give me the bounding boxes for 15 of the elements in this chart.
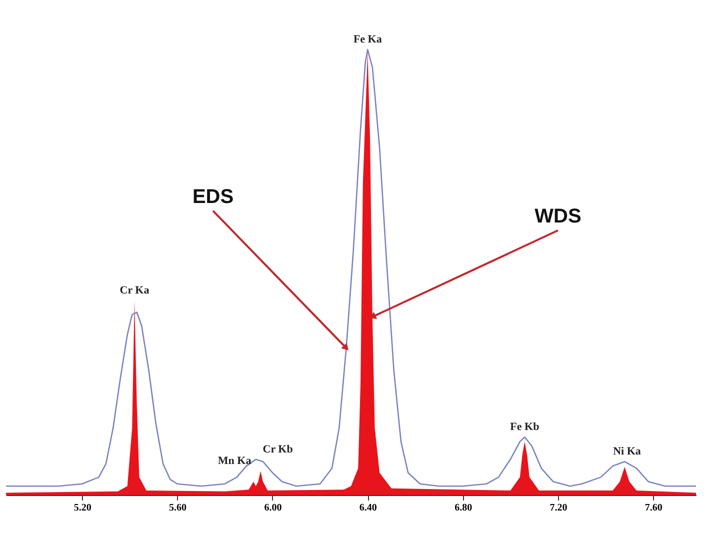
x-tick-label: 6.80 bbox=[454, 502, 472, 514]
annotation: Mn Ka bbox=[218, 454, 252, 467]
x-tick-label: 6.40 bbox=[359, 502, 377, 514]
annotation: Cr Ka bbox=[120, 284, 150, 296]
x-tick-label: 6.00 bbox=[264, 502, 282, 514]
text: EDS bbox=[192, 186, 234, 208]
x-tick-label: 7.60 bbox=[644, 502, 662, 514]
annotation: Fe Ka bbox=[353, 34, 382, 46]
annotation: Ni Ka bbox=[613, 446, 642, 458]
x-tick-label: 5.60 bbox=[169, 502, 187, 514]
annotation: Fe Kb bbox=[510, 421, 540, 434]
annotation: Cr Kb bbox=[262, 443, 293, 456]
x-tick-label: 7.20 bbox=[550, 502, 568, 514]
x-tick-label: 5.20 bbox=[74, 502, 92, 514]
text: WDS bbox=[534, 205, 582, 228]
